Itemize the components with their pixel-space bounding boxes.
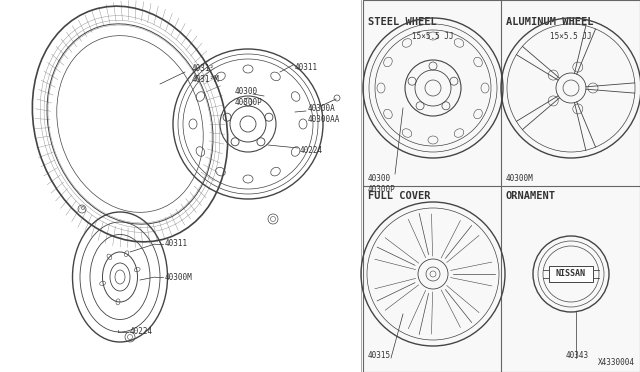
Text: ORNAMENT: ORNAMENT (506, 191, 556, 201)
Text: STEEL WHEEL: STEEL WHEEL (368, 17, 436, 27)
Text: NISSAN: NISSAN (556, 269, 586, 279)
Text: 40224: 40224 (130, 327, 153, 337)
Text: 40300M: 40300M (165, 273, 193, 282)
Text: 40315: 40315 (368, 351, 391, 360)
Text: 15×5.5 JJ: 15×5.5 JJ (412, 32, 454, 41)
Text: FULL COVER: FULL COVER (368, 191, 431, 201)
Text: 40300A
40300AA: 40300A 40300AA (308, 104, 340, 124)
Bar (363, 0, 640, 372)
Text: 40300
40300P: 40300 40300P (235, 87, 263, 107)
Text: X4330004: X4330004 (598, 358, 635, 367)
Text: 40343: 40343 (566, 351, 589, 360)
Bar (549, 266, 593, 282)
Text: 4031²
4031²M: 4031² 4031²M (192, 64, 220, 84)
Text: 40300
40300P: 40300 40300P (368, 174, 396, 194)
Text: 40311: 40311 (295, 62, 318, 71)
Text: 40224: 40224 (300, 145, 323, 154)
Text: 40311: 40311 (165, 240, 188, 248)
Text: 15×5.5 JJ: 15×5.5 JJ (550, 32, 592, 41)
Text: 40300M: 40300M (506, 174, 534, 183)
Text: ALUMINUM WHEEL: ALUMINUM WHEEL (506, 17, 593, 27)
